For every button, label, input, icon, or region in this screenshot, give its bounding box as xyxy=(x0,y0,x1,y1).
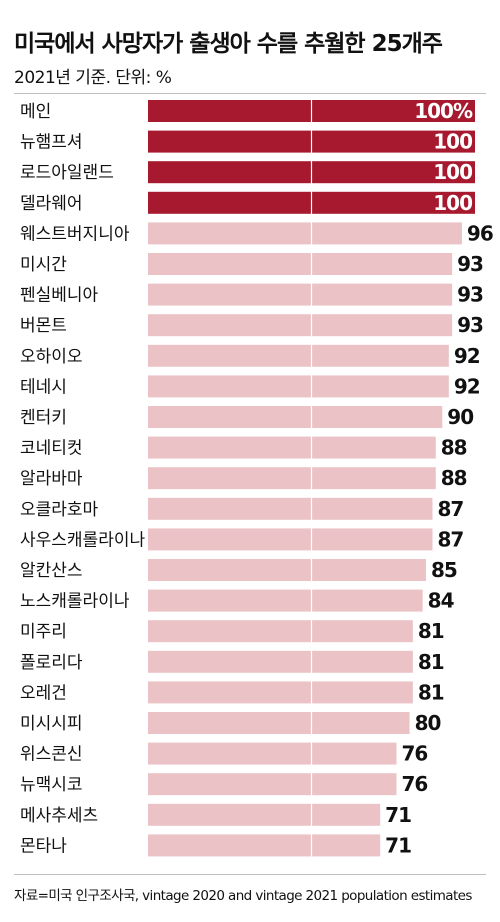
category-label: 노스캐롤라이나 xyxy=(20,592,130,612)
category-label: 오레건 xyxy=(20,683,67,703)
bar-25 xyxy=(148,834,381,857)
category-label: 오클라호마 xyxy=(20,500,99,520)
bar-5 xyxy=(148,222,462,245)
value-label: 85 xyxy=(431,558,457,582)
category-label: 로드아일랜드 xyxy=(20,163,114,183)
value-label: 100% xyxy=(414,99,473,123)
bar-11 xyxy=(148,406,443,428)
category-label: 웨스트버지니아 xyxy=(20,224,130,244)
value-label: 93 xyxy=(457,252,483,276)
bar-8 xyxy=(148,314,453,337)
value-label: 100 xyxy=(433,130,472,154)
category-label: 위스콘신 xyxy=(20,745,83,765)
bar-17 xyxy=(148,589,423,612)
category-label: 뉴햄프셔 xyxy=(20,133,83,153)
bar-21 xyxy=(148,712,410,734)
value-label: 71 xyxy=(385,833,411,857)
value-label: 76 xyxy=(402,742,428,766)
bar-12 xyxy=(148,436,436,459)
category-label: 메인 xyxy=(20,102,51,122)
bar-9 xyxy=(148,344,449,367)
bar-10 xyxy=(148,375,449,398)
value-label: 92 xyxy=(454,344,480,368)
value-label: 100 xyxy=(433,160,472,184)
value-label: 76 xyxy=(402,772,428,796)
top-divider xyxy=(14,93,486,94)
value-label: 80 xyxy=(415,711,441,735)
bar-23 xyxy=(148,773,397,796)
source-note: 자료=미국 인구조사국, vintage 2020 and vintage 20… xyxy=(14,888,472,904)
value-label: 71 xyxy=(385,803,411,827)
category-label: 미시간 xyxy=(20,255,67,275)
value-label: 93 xyxy=(457,283,483,307)
value-label: 84 xyxy=(428,589,454,613)
bar-20 xyxy=(148,681,413,704)
value-label: 87 xyxy=(437,527,463,551)
bar-19 xyxy=(148,650,413,673)
value-label: 93 xyxy=(457,313,483,337)
category-label: 델라웨어 xyxy=(20,194,83,214)
category-label: 몬타나 xyxy=(20,836,67,856)
value-label: 88 xyxy=(441,466,467,490)
chart-title: 미국에서 사망자가 출생아 수를 추월한 25개주 xyxy=(14,31,443,57)
value-label: 92 xyxy=(454,374,480,398)
category-label: 미시시피 xyxy=(20,714,83,734)
bar-6 xyxy=(148,253,453,275)
value-label: 81 xyxy=(418,650,444,674)
bar-14 xyxy=(148,497,433,520)
bar-13 xyxy=(148,467,436,490)
category-label: 오하이오 xyxy=(20,347,83,367)
category-label: 메사추세츠 xyxy=(20,806,98,826)
category-label: 코네티컷 xyxy=(20,439,83,459)
category-label: 버몬트 xyxy=(20,316,67,336)
value-label: 81 xyxy=(418,619,444,643)
category-label: 알칸산스 xyxy=(20,561,83,581)
chart-subtitle: 2021년 기준. 단위: % xyxy=(14,68,172,88)
category-label: 폴로리다 xyxy=(20,653,83,673)
category-label: 테네시 xyxy=(20,377,67,397)
value-label: 88 xyxy=(441,436,467,460)
bottom-divider xyxy=(14,874,486,875)
bar-24 xyxy=(148,803,381,826)
category-label: 미주리 xyxy=(20,622,67,642)
category-label: 사우스캐롤라이나 xyxy=(20,530,145,550)
category-label: 뉴맥시코 xyxy=(20,775,83,795)
bar-7 xyxy=(148,283,453,306)
value-label: 90 xyxy=(447,405,473,429)
bar-15 xyxy=(148,528,433,551)
category-label: 켄터키 xyxy=(20,408,67,428)
value-label: 100 xyxy=(433,191,472,215)
bar-16 xyxy=(148,559,426,581)
value-label: 96 xyxy=(467,221,493,245)
value-label: 81 xyxy=(418,680,444,704)
category-label: 펜실베니아 xyxy=(20,286,99,306)
category-label: 알라바마 xyxy=(20,469,83,489)
bar-18 xyxy=(148,620,413,643)
value-label: 87 xyxy=(437,497,463,521)
bar-22 xyxy=(148,742,397,765)
